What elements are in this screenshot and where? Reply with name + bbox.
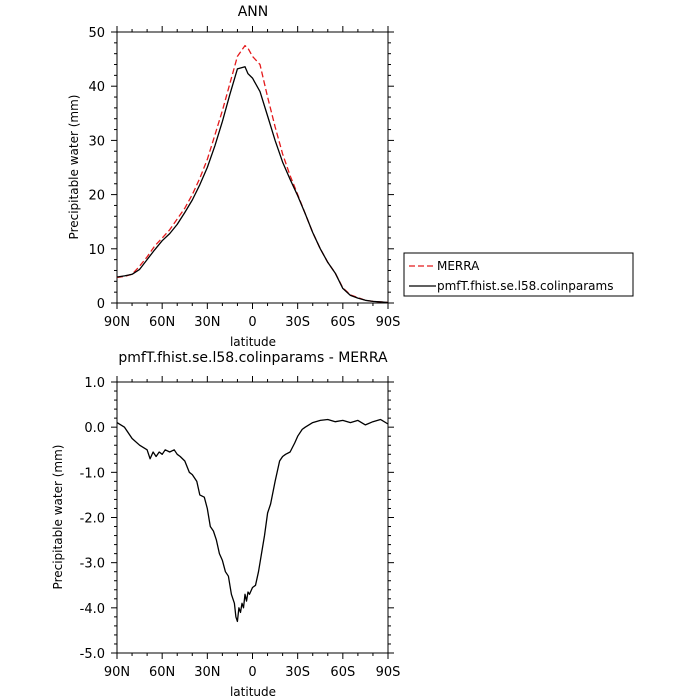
top-x-tick-label: 30S	[285, 315, 310, 330]
legend-label-merra: MERRA	[437, 259, 480, 273]
bottom-series-line-0	[116, 418, 389, 623]
top-plot-frame	[116, 31, 389, 304]
bottom-series-lines	[116, 418, 389, 623]
bottom-y-tick-label: -3.0	[80, 557, 105, 572]
bottom-y-tick-label: -2.0	[80, 512, 105, 527]
top-series-line-1	[116, 66, 389, 304]
bottom-y-tick-label: -4.0	[80, 602, 105, 617]
top-axis-ticks: 90N 60N 30N 0 30S 60S 90S 0 10 20 30 40 50	[88, 26, 400, 330]
legend: MERRA pmfT.fhist.se.l58.colinparams	[403, 252, 634, 297]
bottom-y-tick-label: 1.0	[84, 376, 105, 391]
bottom-x-tick-label: 90N	[104, 665, 130, 680]
bottom-x-tick-label: 90S	[376, 665, 401, 680]
bottom-x-tick-label: 60N	[149, 665, 175, 680]
legend-box	[403, 252, 634, 297]
bottom-y-tick-label: -1.0	[80, 466, 105, 481]
legend-label-model: pmfT.fhist.se.l58.colinparams	[437, 279, 613, 293]
top-x-axis-label: latitude	[230, 335, 276, 349]
top-x-tick-label: 60S	[330, 315, 355, 330]
bottom-y-tick-label: -5.0	[80, 647, 105, 662]
top-y-tick-label: 50	[88, 26, 105, 41]
top-y-axis-label: Precipitable water (mm)	[67, 95, 81, 240]
bottom-x-tick-label: 30S	[285, 665, 310, 680]
top-y-tick-label: 30	[88, 134, 105, 149]
top-panel: ANN 90N 60N 30N 0 30S 60S 90S 0 10 20 30 40 50 latit…	[67, 4, 400, 349]
top-x-tick-label: 90N	[104, 315, 130, 330]
bottom-axis-ticks: 90N 60N 30N 0 30S 60S 90S 1.0 0.0 -1.0 -2.0 -3.0 -4.…	[80, 376, 401, 680]
bottom-chart-title: pmfT.fhist.se.l58.colinparams - MERRA	[118, 350, 388, 366]
bottom-x-tick-label: 30N	[194, 665, 220, 680]
top-y-tick-label: 10	[88, 243, 105, 258]
top-x-tick-label: 90S	[376, 315, 401, 330]
bottom-plot-frame	[116, 381, 389, 654]
bottom-y-tick-label: 0.0	[84, 421, 105, 436]
top-y-tick-label: 20	[88, 189, 105, 204]
top-y-tick-label: 0	[97, 297, 105, 312]
bottom-panel: pmfT.fhist.se.l58.colinparams - MERRA 90…	[51, 350, 400, 699]
bottom-x-tick-label: 60S	[330, 665, 355, 680]
bottom-y-axis-label: Precipitable water (mm)	[51, 445, 65, 590]
top-chart-title: ANN	[238, 4, 269, 20]
top-y-tick-label: 40	[88, 80, 105, 95]
top-x-tick-label: 0	[248, 315, 256, 330]
top-series-lines	[116, 44, 389, 304]
bottom-x-axis-label: latitude	[230, 685, 276, 699]
bottom-x-tick-label: 0	[248, 665, 256, 680]
top-x-tick-label: 30N	[194, 315, 220, 330]
top-x-tick-label: 60N	[149, 315, 175, 330]
top-series-line-0	[116, 44, 389, 304]
